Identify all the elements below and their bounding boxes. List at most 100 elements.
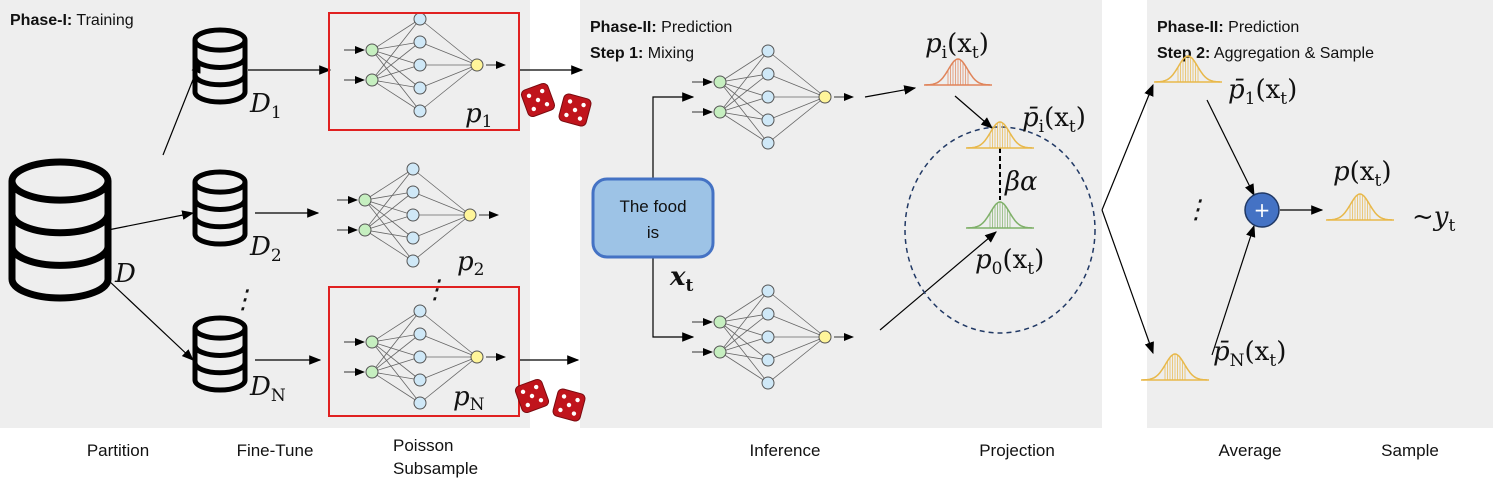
dice-icon (558, 93, 592, 127)
inference-network-bottom (692, 284, 854, 390)
stage-projection: Projection (979, 441, 1055, 460)
hidden-node (761, 307, 775, 321)
hidden-node (761, 284, 775, 298)
hidden-node (761, 330, 775, 344)
flow-arrow (864, 85, 917, 98)
distribution-pi (924, 58, 992, 86)
sampled-model-box-1 (328, 12, 520, 131)
flow-arrow (107, 210, 195, 231)
hidden-node (761, 136, 775, 150)
input-node (713, 75, 727, 89)
dataset-label-2: D2 (249, 232, 282, 266)
distribution-pbar-1 (1154, 55, 1222, 83)
input-text-box (591, 177, 715, 259)
step1-title: Step 1: Mixing (590, 45, 694, 62)
projection-circle (904, 126, 1096, 334)
output-node (463, 208, 477, 222)
input-node (358, 193, 372, 207)
flow-arrow (652, 257, 695, 342)
input-text-line2: is (647, 223, 659, 242)
stage-fine-tune: Fine-Tune (237, 441, 314, 460)
label-pi: pi(xt) (925, 29, 989, 63)
model-label-2: p2 (457, 247, 484, 280)
hidden-node (413, 396, 427, 410)
plus-symbol: + (1254, 198, 1271, 222)
phase2b-title: Phase-II: Prediction (1157, 19, 1299, 36)
hidden-node (761, 67, 775, 81)
sample-label: ~yt (1412, 202, 1455, 236)
hidden-node (413, 58, 427, 72)
database-full-icon (8, 158, 112, 302)
hidden-node (761, 44, 775, 58)
output-node (818, 330, 832, 344)
database-dn-icon (192, 315, 248, 393)
phase1-title: Phase-I: Training (10, 12, 134, 29)
aggregate-plus-icon (1244, 192, 1280, 228)
distribution-pbar-i (966, 121, 1034, 149)
dataset-label-n: DN (249, 372, 286, 406)
database-d2-icon (192, 169, 248, 247)
dice-icon (552, 388, 586, 422)
flow-arrow (652, 92, 695, 179)
hidden-node (406, 231, 420, 245)
output-node (470, 350, 484, 364)
model-label-n: pN (453, 382, 485, 415)
step2-title: Step 2: Aggregation & Sample (1157, 45, 1374, 62)
flow-arrow (1211, 224, 1256, 356)
input-node (365, 365, 379, 379)
dataset-label-1: D1 (249, 89, 282, 123)
input-text-line1: The food (619, 197, 686, 216)
output-node (470, 58, 484, 72)
label-pbar-n: p̄N(xt) (1213, 337, 1286, 371)
hidden-node (413, 35, 427, 49)
inference-network-top (692, 44, 854, 150)
flow-arrow (1101, 83, 1154, 211)
hidden-node (406, 208, 420, 222)
sampled-model-box-n (328, 286, 520, 417)
hidden-node (761, 353, 775, 367)
ellipsis-datasets: ⋮ (230, 285, 256, 315)
label-pbar-i: p̄i(xt) (1022, 103, 1086, 137)
dataset-label-full: D (114, 259, 136, 289)
hidden-node (761, 376, 775, 390)
distribution-p0 (966, 201, 1034, 229)
input-node (365, 73, 379, 87)
hidden-node (761, 113, 775, 127)
stage-subsample: Subsample (393, 459, 478, 478)
stage-average: Average (1218, 441, 1281, 460)
model-network-2 (337, 162, 499, 268)
input-node (713, 315, 727, 329)
stage-inference: Inference (750, 441, 821, 460)
hidden-node (406, 254, 420, 268)
flow-arrow (162, 60, 201, 156)
phase2-title: Phase-II: Prediction (590, 19, 732, 36)
model-network-n (344, 304, 506, 410)
input-node (365, 335, 379, 349)
input-node (713, 345, 727, 359)
flow-arrow (107, 279, 194, 361)
hidden-node (761, 90, 775, 104)
flow-arrow (1101, 209, 1154, 355)
flow-arrow (954, 95, 993, 129)
hidden-node (413, 373, 427, 387)
label-p: p(xt) (1333, 157, 1391, 191)
stage-sample: Sample (1381, 441, 1439, 460)
hidden-node (413, 81, 427, 95)
dice-icon (514, 378, 550, 414)
hidden-node (413, 104, 427, 118)
distribution-p (1326, 193, 1394, 221)
input-symbol: xt (669, 262, 694, 296)
distribution-pbar-n (1141, 353, 1209, 381)
hidden-node (413, 304, 427, 318)
input-node (365, 43, 379, 57)
output-node (818, 90, 832, 104)
flow-arrow (1206, 99, 1255, 197)
label-p0: p0(xt) (975, 245, 1044, 279)
ellipsis-models: ⋮ (422, 275, 448, 305)
hidden-node (406, 162, 420, 176)
ellipsis-dists: ⋮ (1183, 195, 1209, 225)
stage-partition: Partition (87, 441, 149, 460)
flow-arrow (879, 231, 997, 331)
hidden-node (413, 12, 427, 26)
